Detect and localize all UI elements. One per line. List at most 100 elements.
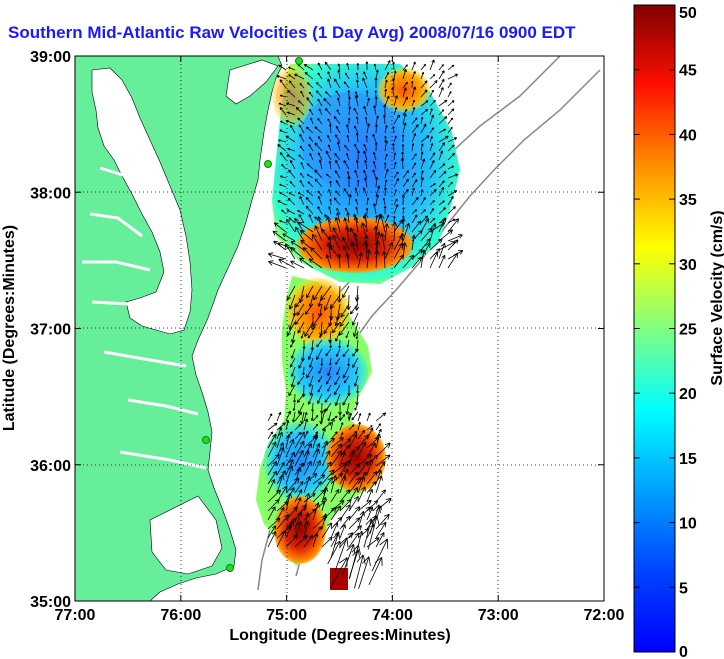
- velocity-arrow: [306, 366, 314, 379]
- velocity-arrow: [355, 91, 359, 98]
- velocity-arrow: [304, 71, 314, 80]
- velocity-arrow: [357, 413, 362, 422]
- velocity-arrow: [309, 108, 314, 116]
- velocity-arrow: [420, 197, 426, 206]
- velocity-arrow: [399, 232, 406, 251]
- velocity-arrow: [372, 151, 377, 161]
- velocity-arrow: [332, 234, 341, 251]
- velocity-arrow: [288, 217, 296, 224]
- velocity-arrow: [337, 97, 341, 107]
- velocity-arrow: [300, 330, 305, 339]
- velocity-arrow: [343, 188, 350, 197]
- velocity-arrow: [286, 218, 296, 233]
- velocity-arrow: [429, 74, 436, 80]
- velocity-arrow: [285, 420, 290, 431]
- velocity-arrow: [310, 247, 323, 260]
- velocity-arrow: [304, 303, 314, 315]
- velocity-arrow: [438, 70, 445, 80]
- velocity-arrow: [411, 117, 418, 125]
- velocity-arrow: [411, 179, 418, 188]
- velocity-arrow: [393, 114, 400, 125]
- velocity-arrow: [371, 538, 389, 572]
- velocity-arrow: [348, 549, 360, 578]
- velocity-arrow: [294, 217, 305, 233]
- velocity-arrow: [429, 208, 434, 215]
- x-axis-label: Longitude (Degrees:Minutes): [229, 627, 450, 644]
- velocity-arrow: [279, 94, 287, 98]
- velocity-arrow: [285, 534, 299, 548]
- velocity-arrow: [316, 348, 323, 361]
- velocity-arrow: [272, 230, 287, 242]
- velocity-arrow: [294, 423, 302, 431]
- velocity-arrow: [294, 449, 304, 467]
- velocity-arrow: [420, 218, 429, 233]
- velocity-arrow: [355, 132, 359, 143]
- velocity-arrow: [402, 254, 415, 269]
- velocity-arrow: [302, 339, 306, 350]
- velocity-arrow: [348, 517, 361, 530]
- velocity-arrow: [382, 114, 386, 125]
- velocity-arrow: [348, 193, 352, 206]
- velocity-arrow: [393, 204, 399, 215]
- velocity-arrow: [382, 197, 386, 206]
- velocity-arrow: [299, 195, 305, 206]
- velocity-arrow: [348, 506, 361, 521]
- velocity-arrow: [279, 192, 287, 197]
- velocity-arrow: [354, 366, 359, 375]
- velocity-arrow: [279, 79, 287, 89]
- velocity-arrow: [336, 109, 341, 116]
- velocity-arrow: [381, 250, 387, 269]
- velocity-arrow: [286, 209, 296, 215]
- velocity-arrow: [429, 59, 435, 71]
- velocity-arrow: [363, 150, 368, 161]
- velocity-arrow: [305, 205, 314, 215]
- velocity-arrow: [348, 433, 358, 449]
- velocity-arrow: [321, 422, 332, 431]
- velocity-arrow: [420, 242, 431, 260]
- station-marker: [295, 57, 303, 65]
- velocity-arrow: [325, 348, 332, 357]
- velocity-arrow: [279, 129, 287, 134]
- velocity-arrow: [320, 357, 324, 366]
- velocity-arrow: [324, 393, 332, 403]
- velocity-arrow: [438, 200, 445, 206]
- velocity-arrow: [393, 161, 397, 170]
- velocity-arrow: [339, 312, 350, 327]
- velocity-arrow: [321, 228, 332, 242]
- velocity-arrow: [363, 169, 368, 179]
- velocity-arrow: [279, 152, 287, 161]
- velocity-arrow: [429, 200, 435, 206]
- velocity-arrow: [401, 194, 405, 206]
- velocity-arrow: [294, 440, 305, 458]
- velocity-arrow: [420, 249, 426, 269]
- velocity-arrow: [393, 171, 399, 179]
- velocity-arrow: [330, 532, 341, 559]
- velocity-arrow: [447, 73, 459, 80]
- velocity-arrow: [324, 214, 332, 224]
- velocity-arrow: [411, 220, 422, 233]
- velocity-arrow: [342, 348, 350, 358]
- velocity-arrow: [366, 458, 374, 476]
- velocity-arrow: [337, 63, 341, 71]
- velocity-arrow: [373, 105, 377, 116]
- velocity-arrow: [393, 242, 403, 260]
- velocity-arrow: [362, 77, 368, 89]
- velocity-arrow: [298, 357, 305, 369]
- velocity-arrow: [438, 242, 446, 260]
- velocity-arrow: [278, 139, 287, 143]
- velocity-arrow: [429, 108, 433, 116]
- colorbar-tick-label: 50: [679, 5, 697, 22]
- velocity-arrow: [429, 80, 438, 89]
- velocity-arrow: [438, 135, 449, 143]
- velocity-arrow: [317, 72, 323, 80]
- velocity-arrow: [286, 154, 296, 161]
- velocity-arrow: [327, 71, 332, 80]
- velocity-arrow: [296, 303, 305, 316]
- velocity-arrow: [330, 505, 342, 521]
- velocity-arrow: [447, 64, 455, 71]
- velocity-arrow: [384, 79, 388, 89]
- velocity-arrow: [402, 178, 409, 188]
- velocity-arrow: [316, 339, 323, 348]
- velocity-arrow: [343, 245, 350, 260]
- velocity-arrow: [298, 214, 305, 224]
